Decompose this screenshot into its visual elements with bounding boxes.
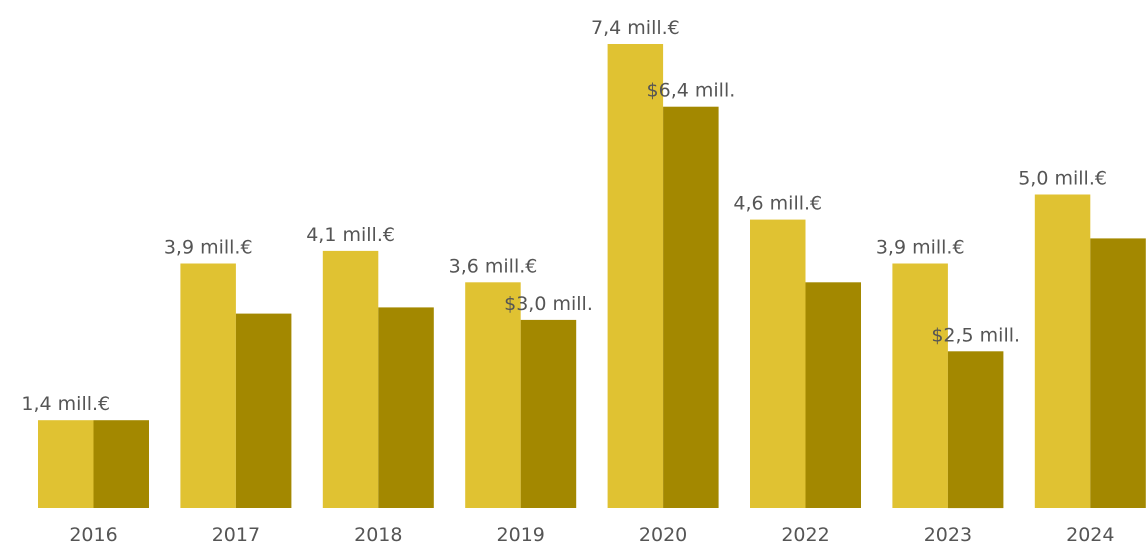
data-label-2022-series-1: 4,6 mill.€ bbox=[733, 193, 822, 215]
bar-2024-series-2 bbox=[1090, 238, 1146, 508]
data-label-2019-series-1: 3,6 mill.€ bbox=[449, 255, 538, 277]
x-tick-label-2024: 2024 bbox=[1066, 524, 1114, 546]
data-label-2023-series-2: $2,5 mill. bbox=[931, 324, 1020, 346]
bar-2017-series-1 bbox=[180, 263, 236, 508]
data-label-2018-series-1: 4,1 mill.€ bbox=[306, 224, 395, 246]
bar-2020-series-2 bbox=[663, 106, 719, 508]
bars-layer bbox=[38, 44, 1146, 509]
bar-2016-series-2 bbox=[93, 420, 149, 508]
data-label-2023-series-1: 3,9 mill.€ bbox=[876, 237, 965, 259]
bar-2023-series-1 bbox=[892, 263, 948, 508]
bar-2019-series-2 bbox=[520, 319, 577, 508]
bar-2018-series-1 bbox=[322, 250, 379, 508]
bar-2023-series-2 bbox=[947, 351, 1004, 509]
bar-2018-series-2 bbox=[378, 307, 434, 508]
bar-2019-series-1 bbox=[465, 282, 521, 508]
data-labels-layer: 1,4 mill.€ 3,9 mill.€ 4,1 mill.€ 3,6 mill.€… bbox=[21, 17, 1107, 415]
x-tick-label-2017: 2017 bbox=[212, 524, 260, 546]
x-tick-label-2022: 2022 bbox=[781, 524, 829, 546]
x-tick-label-2020: 2020 bbox=[639, 524, 687, 546]
x-axis-ticks: 2016 2017 2018 2019 2020 2022 2023 2024 bbox=[69, 524, 1114, 546]
bar-2022-series-1 bbox=[750, 219, 806, 508]
x-tick-label-2019: 2019 bbox=[497, 524, 545, 546]
x-tick-label-2016: 2016 bbox=[69, 524, 117, 546]
bar-2017-series-2 bbox=[235, 313, 292, 508]
data-label-2020-series-1: 7,4 mill.€ bbox=[591, 17, 680, 39]
data-label-2017-series-1: 3,9 mill.€ bbox=[164, 237, 253, 259]
bar-2016-series-1 bbox=[38, 420, 94, 508]
data-label-2024-series-1: 5,0 mill.€ bbox=[1018, 168, 1107, 190]
x-tick-label-2023: 2023 bbox=[924, 524, 972, 546]
data-label-2016-series-1: 1,4 mill.€ bbox=[21, 393, 110, 415]
data-label-2019-series-2: $3,0 mill. bbox=[504, 293, 593, 315]
bar-2020-series-1 bbox=[607, 44, 664, 508]
x-tick-label-2018: 2018 bbox=[354, 524, 402, 546]
data-label-2020-series-2: $6,4 mill. bbox=[647, 80, 736, 102]
bar-2024-series-1 bbox=[1034, 194, 1091, 508]
bar-2022-series-2 bbox=[805, 282, 861, 508]
